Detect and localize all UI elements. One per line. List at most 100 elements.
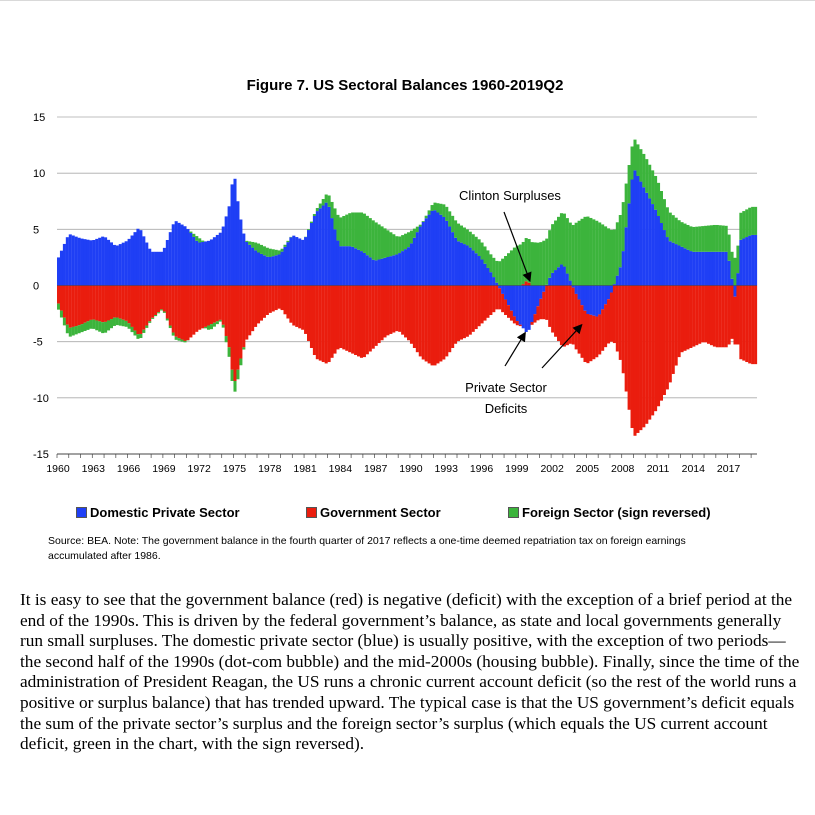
bar-foreign: [251, 241, 255, 248]
bar-foreign: [657, 182, 661, 216]
bar-foreign: [639, 149, 643, 182]
bar-foreign: [286, 240, 290, 243]
bar-government: [730, 285, 734, 339]
annotation-layer: Clinton Surpluses Private Sector Deficits: [459, 188, 583, 416]
bar-private: [736, 273, 740, 286]
bar-government: [421, 285, 425, 360]
bar-private: [207, 240, 211, 286]
bar-government: [248, 285, 252, 336]
bar-foreign: [89, 319, 93, 329]
bar-government: [362, 285, 366, 358]
bar-government: [615, 285, 619, 352]
bar-government: [83, 285, 87, 323]
bar-foreign: [262, 246, 266, 256]
bar-foreign: [233, 380, 237, 392]
bar-foreign: [342, 215, 346, 247]
bar-private: [268, 257, 272, 286]
bar-government: [389, 285, 393, 334]
bar-foreign: [409, 230, 413, 244]
bar-government: [462, 285, 466, 339]
bar-foreign: [654, 175, 658, 210]
bar-government: [715, 285, 719, 348]
bar-government: [354, 285, 358, 356]
bar-government: [357, 285, 361, 357]
bar-foreign: [536, 242, 540, 286]
bar-private: [483, 263, 487, 286]
bar-government: [733, 296, 737, 345]
bar-government: [365, 285, 369, 355]
bar-foreign: [136, 334, 140, 339]
bar-government: [495, 285, 499, 310]
bar-government: [501, 293, 505, 313]
bar-government: [374, 285, 378, 346]
annotation-clinton-surpluses: Clinton Surpluses: [459, 188, 561, 203]
bar-government: [712, 285, 716, 347]
x-tick-label: 1993: [435, 463, 459, 475]
bar-government: [633, 285, 637, 436]
bar-foreign: [245, 240, 249, 242]
bar-foreign: [680, 222, 684, 247]
bar-foreign: [383, 228, 387, 258]
bar-private: [518, 285, 522, 325]
bar-foreign: [357, 212, 361, 250]
bar-private: [542, 285, 546, 292]
bar-government: [189, 285, 193, 338]
bar-foreign: [330, 201, 334, 219]
bar-government: [442, 285, 446, 360]
bar-government: [489, 285, 493, 315]
bar-private: [751, 234, 755, 286]
bar-government: [77, 285, 81, 326]
bar-government: [512, 316, 516, 324]
bar-government: [689, 285, 693, 348]
bar-government: [412, 285, 416, 348]
bar-government: [704, 285, 708, 343]
bar-government: [698, 285, 702, 344]
bar-foreign: [621, 202, 625, 252]
bar-foreign: [495, 260, 499, 283]
bar-private: [621, 251, 625, 286]
bar-foreign: [624, 183, 628, 228]
bar-private: [109, 242, 113, 286]
bar-foreign: [704, 225, 708, 252]
chart-legend: Domestic Private Sector Government Secto…: [0, 505, 815, 525]
x-tick-label: 1987: [364, 463, 388, 475]
bar-private: [212, 237, 216, 286]
bar-private: [289, 237, 293, 286]
bar-private: [318, 208, 322, 286]
x-tick-label: 2014: [682, 463, 706, 475]
bar-private: [59, 250, 63, 286]
bar-foreign: [198, 238, 202, 243]
x-tick-label: 2005: [576, 463, 600, 475]
bar-foreign: [254, 242, 258, 251]
x-tick-label: 1960: [46, 463, 70, 475]
bar-foreign: [201, 240, 205, 242]
bar-government: [754, 285, 758, 365]
bar-foreign: [751, 206, 755, 235]
bar-private: [351, 246, 355, 286]
sectoral-balances-chart: Figure 7. US Sectoral Balances 1960-2019…: [33, 77, 758, 475]
bar-foreign: [148, 321, 152, 323]
bar-government: [707, 285, 711, 344]
bar-foreign: [115, 317, 119, 326]
bar-foreign: [283, 244, 287, 247]
bar-foreign: [386, 230, 390, 257]
bar-government: [609, 292, 613, 342]
bar-private: [495, 282, 499, 286]
bar-private: [427, 214, 431, 286]
bar-government: [233, 285, 237, 381]
bar-private: [348, 246, 352, 286]
bar-government: [568, 285, 572, 344]
legend-item-foreign: Foreign Sector (sign reversed): [508, 505, 711, 520]
bar-private: [492, 277, 496, 286]
bar-private: [401, 251, 405, 286]
bar-foreign: [215, 321, 219, 325]
bar-private: [362, 252, 366, 286]
bar-government: [148, 285, 152, 322]
bar-private: [612, 284, 616, 286]
bar-foreign: [698, 226, 702, 252]
bar-government: [457, 285, 461, 341]
bar-government: [668, 285, 672, 383]
bar-private: [698, 251, 702, 286]
bar-foreign: [636, 144, 640, 176]
x-tick-label: 1984: [329, 463, 353, 475]
